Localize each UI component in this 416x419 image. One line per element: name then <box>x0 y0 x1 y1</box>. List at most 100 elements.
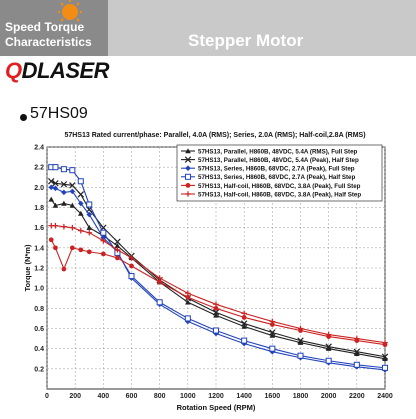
x-tick-label: 1800 <box>293 393 309 400</box>
y-tick-label: 1.4 <box>34 245 44 252</box>
series-4-point <box>69 167 76 174</box>
chart-title: 57HS13 Rated current/phase: Parallel, 4.… <box>64 132 365 139</box>
series-2-point <box>48 178 55 185</box>
x-tick-label: 1600 <box>265 393 281 400</box>
series-1-point <box>297 339 304 345</box>
y-tick-label: 1.2 <box>34 266 44 273</box>
series-6-point <box>325 331 332 338</box>
series-3-point <box>100 234 107 241</box>
legend-swatch-marker <box>185 165 191 171</box>
series-4-point <box>52 164 59 171</box>
series-1-point <box>213 312 219 318</box>
brand-logo: QDLASER <box>5 58 110 84</box>
series-1-point <box>69 202 76 208</box>
series-6-point <box>114 247 121 253</box>
series-6-point <box>156 275 163 281</box>
y-tick-label: 0.8 <box>34 306 44 313</box>
series-1-point <box>354 350 360 356</box>
series-1-point <box>61 200 67 206</box>
series-6-point <box>354 335 360 342</box>
series-5-point <box>269 322 275 327</box>
y-tick-label: 1.6 <box>34 225 44 232</box>
series-5-point <box>86 249 92 255</box>
legend-box <box>176 144 383 202</box>
series-6-point <box>269 318 276 325</box>
series-5-point <box>100 251 106 257</box>
series-2-point <box>240 320 248 327</box>
series-4-point <box>184 315 191 322</box>
y-tick-label: 2.0 <box>34 185 44 192</box>
y-axis-label: Torque (N*m) <box>23 244 32 291</box>
series-6-point <box>78 227 84 234</box>
series-2-point <box>381 353 389 360</box>
series-4-point <box>269 345 276 352</box>
series-5-point <box>53 245 58 251</box>
series-3-point <box>61 189 67 196</box>
series-5-point <box>69 245 75 251</box>
series-3-point <box>48 184 55 191</box>
legend-label: 57HS13, Half-coil, H860B, 68VDC, 3.8A (P… <box>198 191 361 198</box>
series-2-point <box>325 343 332 350</box>
series-5-point <box>157 279 163 285</box>
series-6-point <box>52 222 59 229</box>
x-tick-label: 400 <box>97 393 109 400</box>
x-tick-label: 2400 <box>377 393 393 400</box>
series-6-point <box>241 310 247 317</box>
x-tick-label: 1000 <box>180 393 196 400</box>
section-bullet <box>20 114 27 121</box>
series-1-point <box>325 345 332 351</box>
series-line-5 <box>50 239 386 346</box>
series-4-point <box>212 327 220 334</box>
legend-label: 57HS13, Half-coil, H860B, 68VDC, 3.8A (P… <box>198 183 361 190</box>
series-2-point <box>212 309 220 316</box>
series-6-point <box>86 229 93 236</box>
x-tick-label: 2000 <box>321 393 337 400</box>
series-1-point <box>241 323 247 329</box>
brand-logo-accent: Q <box>5 58 22 83</box>
series-4-point <box>381 364 389 371</box>
series-2-point <box>114 238 121 246</box>
series-3-point <box>69 188 76 195</box>
brand-logo-rest: DLASER <box>21 58 110 83</box>
y-tick-label: 2.4 <box>34 145 44 152</box>
series-1-point <box>114 243 121 249</box>
series-1-point <box>78 210 84 216</box>
series-4-point <box>128 273 135 280</box>
legend-swatch-marker <box>184 173 192 180</box>
series-5-point <box>48 237 54 243</box>
series-6-point <box>213 301 219 308</box>
legend-swatch-marker <box>184 156 192 163</box>
series-line-1 <box>50 199 386 360</box>
legend-swatch-marker <box>185 148 191 154</box>
series-2-point <box>52 180 59 187</box>
series-6-point <box>128 255 135 261</box>
series-6-point <box>61 223 67 230</box>
x-tick-label: 800 <box>154 393 166 400</box>
series-5-point <box>61 266 67 272</box>
series-6-point <box>100 237 107 244</box>
legend-label: 57HS13, Series, H860B, 68VDC, 2.7A (Peak… <box>198 174 356 181</box>
x-tick-label: 1200 <box>208 393 224 400</box>
series-5-point <box>241 315 247 320</box>
header-badge-line2: Characteristics <box>5 35 92 49</box>
x-tick-label: 200 <box>69 393 81 400</box>
series-6-point <box>297 325 304 332</box>
legend-label: 57HS13, Parallel, H860B, 48VDC, 5.4A (Pe… <box>198 157 359 164</box>
series-4-point <box>77 178 84 185</box>
series-1-point <box>382 355 388 361</box>
x-tick-label: 0 <box>45 393 49 400</box>
series-4-point <box>86 201 93 208</box>
series-3-point <box>185 318 191 325</box>
series-5-point <box>115 255 120 261</box>
series-1-point <box>48 196 55 202</box>
y-tick-label: 0.2 <box>34 366 44 373</box>
series-3-point <box>269 348 276 355</box>
series-4-point <box>353 361 360 368</box>
series-3-point <box>52 185 59 192</box>
series-6-point <box>69 224 76 231</box>
header-bar: Speed Torque Characteristics Stepper Mot… <box>0 0 416 56</box>
series-2-point <box>269 329 276 336</box>
series-6-point <box>185 290 191 297</box>
legend-label: 57HS13, Parallel, H860B, 48VDC, 5.4A (RM… <box>198 148 358 155</box>
series-1-point <box>269 332 276 338</box>
